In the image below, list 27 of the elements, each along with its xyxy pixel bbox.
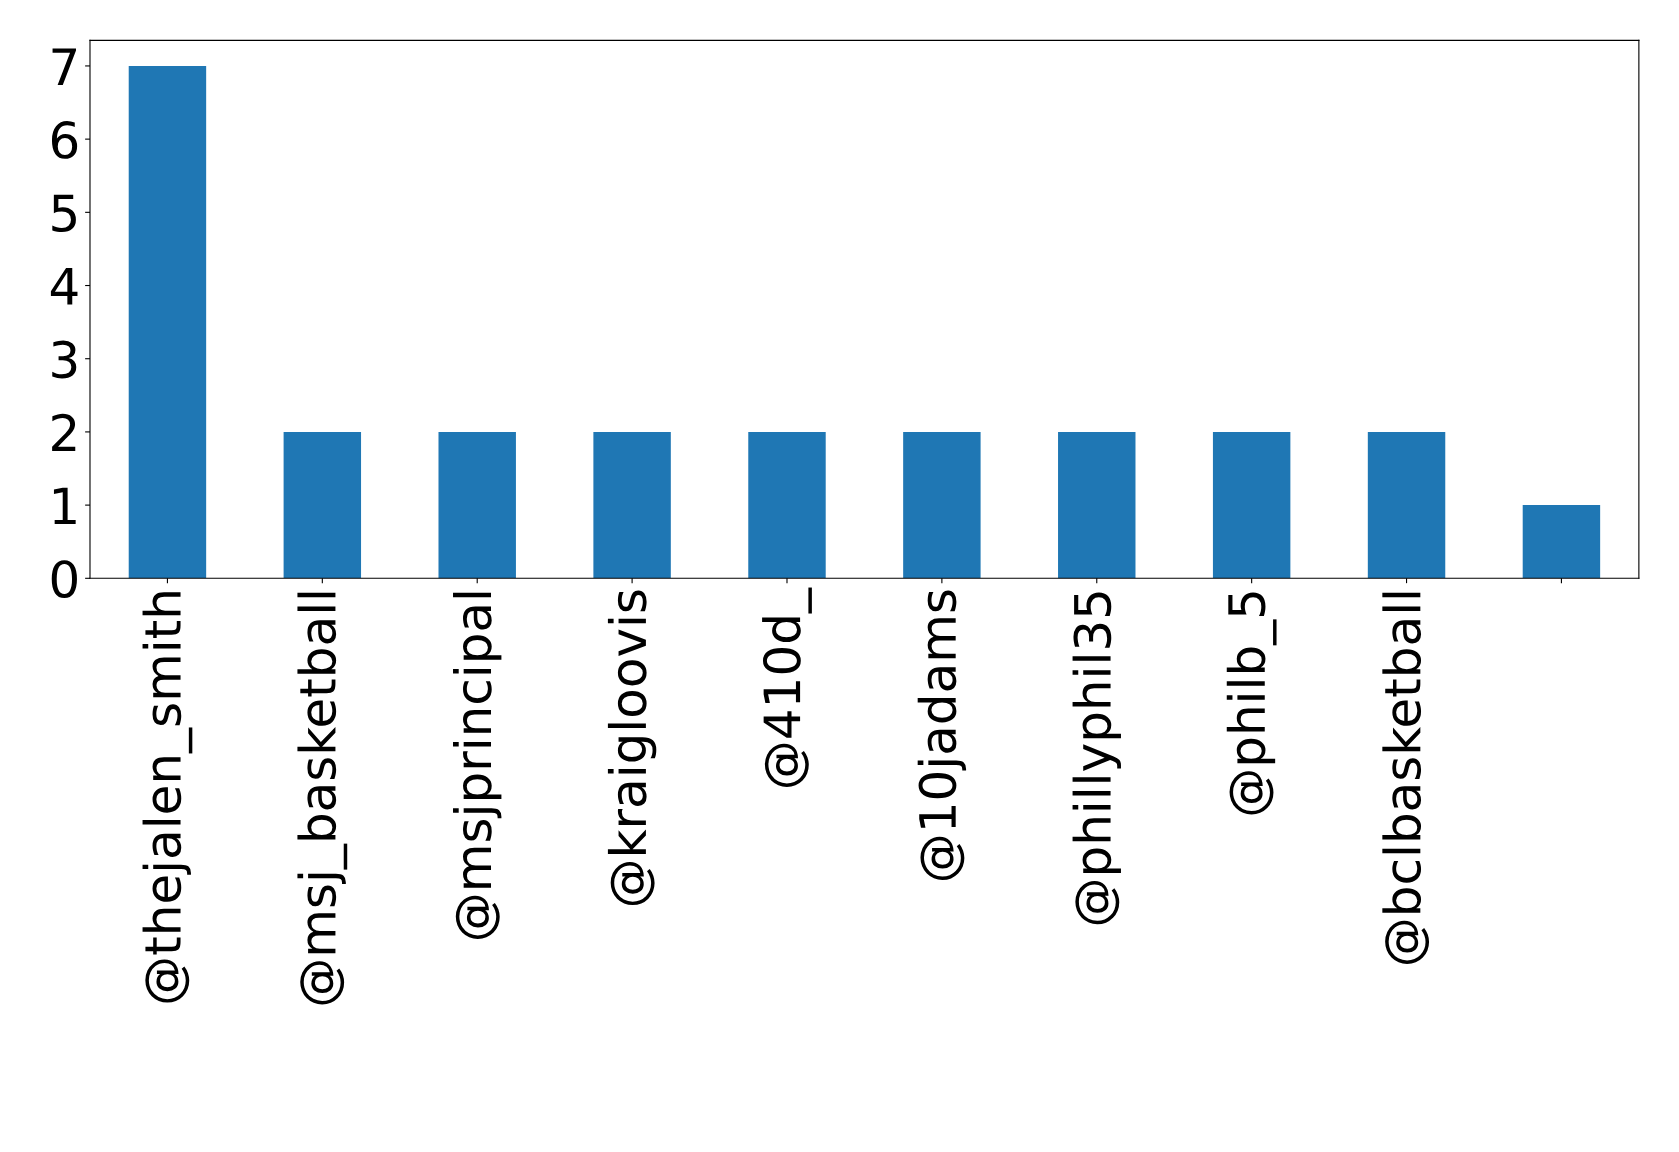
bar (1367, 431, 1446, 579)
y-tick-label: 4 (50, 268, 78, 305)
x-tick-label: @msj_basketball (297, 592, 348, 1005)
bar (903, 431, 981, 579)
bar (593, 431, 671, 579)
y-tick-label: 6 (51, 121, 78, 159)
x-tick-label: @410d_ (762, 587, 812, 787)
y-tick-label: 3 (52, 340, 77, 379)
x-tick-label: @bclbasketball (1382, 592, 1430, 964)
y-tick-label: 1 (53, 487, 76, 525)
y-tick-label: 5 (52, 194, 76, 233)
y-tick-label: 2 (52, 413, 76, 451)
y-tick-label: 7 (52, 48, 76, 85)
x-tick-label: @philb_5 (1226, 592, 1277, 815)
y-tick-label: 0 (51, 560, 77, 599)
x-tick-label: @kraigloovis (607, 590, 657, 906)
x-tick-label: @thejalen_smith (142, 592, 193, 1003)
x-tick-label: @10jadams (917, 590, 967, 881)
bar (283, 431, 362, 579)
bar (438, 431, 516, 579)
bar (128, 65, 207, 579)
bar (1212, 431, 1291, 579)
bar (748, 431, 826, 579)
bar (1058, 431, 1136, 579)
bar (1522, 505, 1601, 579)
x-tick-label: @msjprincipal (453, 592, 502, 939)
x-tick-label: @phillyphil35 (1072, 592, 1121, 925)
